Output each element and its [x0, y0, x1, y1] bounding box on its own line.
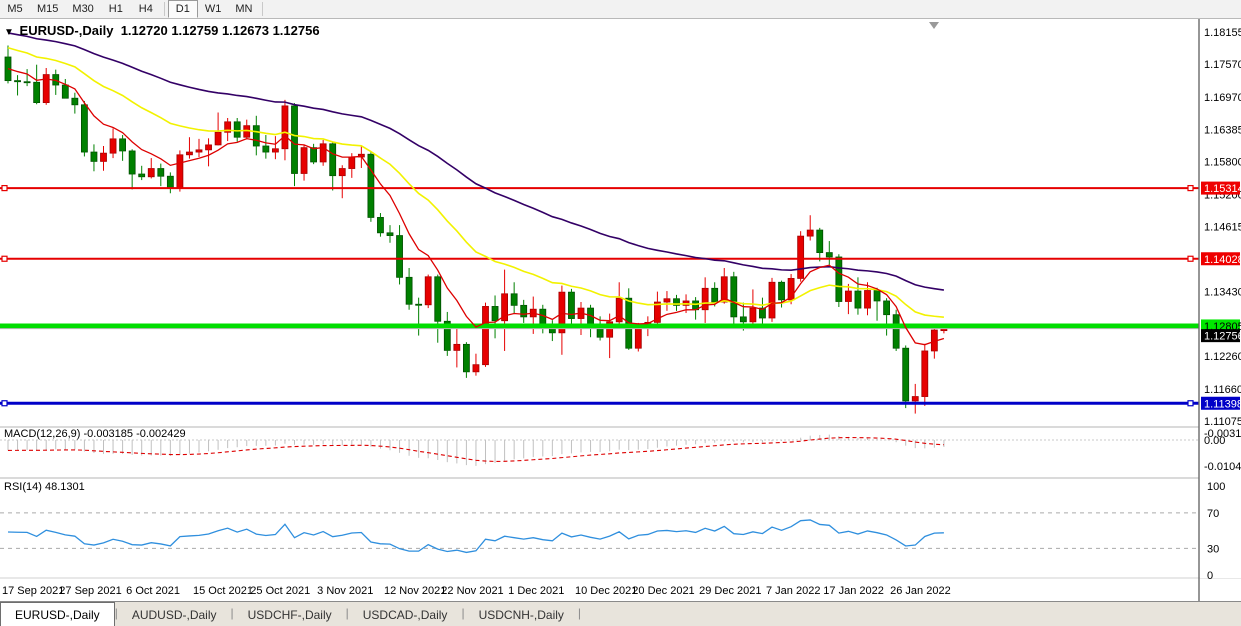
date-label: 20 Dec 2021 [632, 585, 694, 597]
ma-slow-line [7, 32, 945, 291]
price-badge: 1.12756 [1201, 329, 1241, 343]
chart-shift-marker[interactable] [929, 22, 939, 29]
level-anchor-marker[interactable] [1187, 400, 1194, 407]
tab-separator: | [114, 606, 118, 620]
rsi-axis-label: 70 [1207, 508, 1219, 520]
chart-tab-usdchf[interactable]: USDCHF-,Daily [247, 608, 332, 622]
timeframe-button-m30[interactable]: M30 [72, 3, 94, 15]
price-tick-label: 1.18155 [1204, 27, 1241, 39]
price-badge-label: 1.15314 [1204, 183, 1241, 195]
rsi-axis-label: 0 [1207, 570, 1213, 582]
date-label: 15 Oct 2021 [193, 585, 253, 597]
timeframe-button-w1[interactable]: W1 [204, 3, 222, 15]
price-badge: 1.15314 [1201, 181, 1241, 195]
date-label: 17 Jan 2022 [823, 585, 884, 597]
ma-fast-line [7, 68, 945, 346]
date-label: 22 Nov 2021 [441, 585, 503, 597]
timeframe-button-d1[interactable]: D1 [167, 0, 198, 18]
rsi-axis-label: 30 [1207, 543, 1219, 555]
date-label: 7 Jan 2022 [766, 585, 820, 597]
price-tick-label: 1.16385 [1204, 124, 1241, 136]
price-tick-label: 1.11075 [1204, 416, 1241, 428]
price-tick-label: 1.15800 [1204, 156, 1241, 168]
level-anchor-marker[interactable] [1187, 184, 1194, 192]
timeframe-button-m15[interactable]: M15 [37, 3, 59, 15]
chart-tab-usdcnh[interactable]: USDCNH-,Daily [478, 608, 564, 622]
tab-separator: | [461, 606, 465, 620]
price-badge-label: 1.11398 [1204, 398, 1241, 410]
tab-separator: | [230, 606, 234, 620]
date-label: 10 Dec 2021 [575, 585, 637, 597]
price-tick-label: 1.16970 [1204, 92, 1241, 104]
date-label: 25 Oct 2021 [250, 585, 310, 597]
date-label: 27 Sep 2021 [59, 585, 121, 597]
macd-axis-current: -0.003165 [1204, 428, 1241, 440]
chart-tab-audusd[interactable]: AUDUSD-,Daily [131, 608, 217, 622]
chart-area[interactable]: 1.181551.175701.169701.163851.158001.152… [0, 19, 1241, 601]
date-label: 3 Nov 2021 [317, 585, 373, 597]
level-anchor-marker[interactable] [1, 255, 8, 262]
timeframe-button-m5[interactable]: M5 [7, 3, 23, 15]
price-tick-label: 1.17570 [1204, 59, 1241, 71]
level-anchor-marker[interactable] [1, 184, 8, 192]
price-badge: 1.14028 [1201, 252, 1241, 266]
chart-tab-usdcad[interactable]: USDCAD-,Daily [362, 608, 448, 622]
rsi-axis-label: 100 [1207, 481, 1225, 493]
tab-separator: | [577, 606, 582, 620]
toolbar-divider [262, 2, 264, 16]
tab-separator: | [345, 606, 349, 620]
price-badge-label: 1.14028 [1204, 254, 1241, 266]
timeframe-button-mn[interactable]: MN [235, 3, 253, 15]
chart-tab-eurusd[interactable]: EURUSD-,Daily [0, 602, 115, 626]
date-label: 1 Dec 2021 [508, 585, 564, 597]
ma-medium-line [7, 46, 944, 319]
date-label: 17 Sep 2021 [2, 585, 64, 597]
macd-axis-low: -0.01043 [1204, 461, 1241, 473]
rsi-line [7, 519, 944, 554]
date-label: 12 Nov 2021 [384, 585, 446, 597]
level-anchor-marker[interactable] [1, 400, 8, 407]
macd-axis-zero: 0.00 [1204, 435, 1225, 447]
timeframe-button-h4[interactable]: H4 [138, 3, 153, 15]
chart-tab-bar: EURUSD-,Daily | AUDUSD-,Daily | USDCHF-,Dail… [0, 601, 1241, 626]
macd-signal-line [7, 436, 944, 462]
price-badge: 1.11398 [1201, 396, 1241, 410]
timeframe-toolbar: M5 M15 M30 H1 H4 D1 W1 MN [0, 0, 1241, 19]
price-tick-label: 1.11660 [1204, 384, 1241, 396]
timeframe-button-h1[interactable]: H1 [108, 3, 123, 15]
price-badge-label: 1.12756 [1204, 331, 1241, 343]
price-tick-label: 1.13430 [1204, 287, 1241, 299]
price-tick-label: 1.14615 [1204, 222, 1241, 234]
date-label: 26 Jan 2022 [890, 585, 951, 597]
level-anchor-marker[interactable] [1187, 255, 1194, 262]
toolbar-divider [163, 2, 165, 16]
date-label: 29 Dec 2021 [699, 585, 761, 597]
date-label: 6 Oct 2021 [126, 585, 180, 597]
price-tick-label: 1.12260 [1204, 351, 1241, 363]
